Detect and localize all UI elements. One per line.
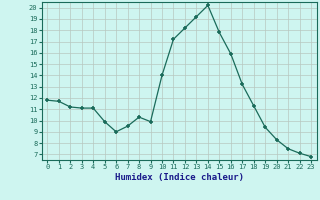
X-axis label: Humidex (Indice chaleur): Humidex (Indice chaleur) [115,173,244,182]
